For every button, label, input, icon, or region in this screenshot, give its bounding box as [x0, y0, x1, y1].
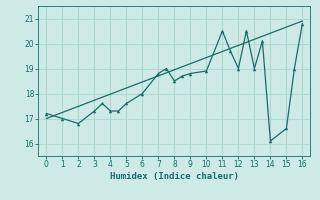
X-axis label: Humidex (Indice chaleur): Humidex (Indice chaleur): [110, 172, 239, 181]
